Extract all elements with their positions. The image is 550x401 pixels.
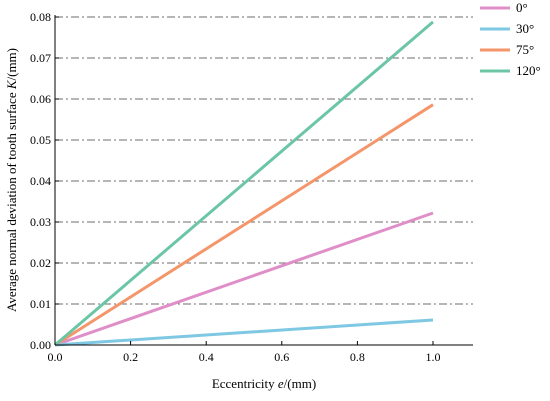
series-line — [54, 20, 434, 347]
legend: 0° 30° 75° 120° — [480, 0, 541, 78]
series-lines — [54, 20, 434, 347]
y-ticks: 0.00 0.01 0.02 0.03 0.04 0.05 0.06 0.07 0.08 — [30, 10, 59, 352]
series-line — [54, 103, 434, 347]
x-tick-label: 0.0 — [48, 350, 63, 364]
y-tick-label: 0.01 — [30, 297, 51, 311]
y-tick-label: 0.07 — [30, 51, 51, 65]
y-axis-label: Average normal deviation of tooth surfac… — [4, 48, 19, 312]
y-tick-label: 0.08 — [30, 10, 51, 24]
x-tick-label: 1.0 — [426, 350, 441, 364]
y-tick-label: 0.05 — [30, 133, 51, 147]
x-tick-label: 0.4 — [199, 350, 214, 364]
x-ticks: 0.0 0.2 0.4 0.6 0.8 1.0 — [48, 341, 441, 364]
x-tick-label: 0.8 — [350, 350, 365, 364]
legend-label: 120° — [516, 63, 541, 78]
axes — [54, 15, 473, 346]
series-line — [54, 211, 434, 347]
legend-label: 75° — [516, 42, 534, 57]
x-tick-label: 0.6 — [274, 350, 289, 364]
grid-lines — [55, 16, 473, 305]
y-tick-label: 0.03 — [30, 215, 51, 229]
series-line — [54, 318, 434, 347]
y-tick-label: 0.06 — [30, 92, 51, 106]
y-tick-label: 0.02 — [30, 256, 51, 270]
y-tick-label: 0.04 — [30, 174, 51, 188]
legend-label: 0° — [516, 0, 528, 15]
x-tick-label: 0.2 — [123, 350, 138, 364]
x-axis-label: Eccentricity e/(mm) — [212, 376, 316, 391]
y-tick-label: 0.00 — [30, 338, 51, 352]
legend-label: 30° — [516, 21, 534, 36]
